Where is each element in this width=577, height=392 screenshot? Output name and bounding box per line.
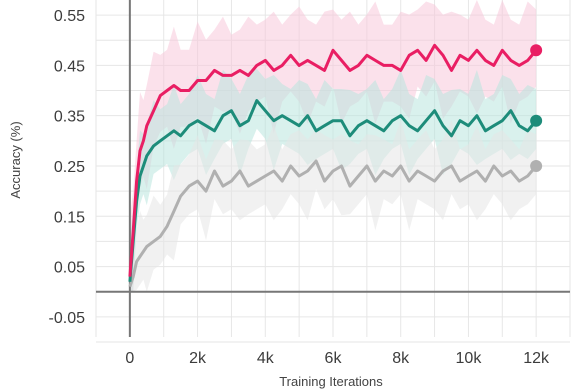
series-endpoint	[530, 114, 543, 127]
y-tick-label: 0.25	[54, 159, 85, 176]
variance-band	[129, 68, 537, 292]
y-tick-label: 0.15	[54, 209, 85, 226]
y-tick-label: 0.35	[54, 109, 85, 126]
y-tick-labels: -0.05 0.05 0.15 0.25 0.35 0.45 0.55	[49, 8, 86, 327]
x-tick-label: 10k	[456, 350, 483, 367]
y-tick-label: 0.55	[54, 8, 85, 25]
variance-bands	[129, 0, 537, 292]
variance-band	[129, 0, 537, 292]
series-line	[128, 99, 538, 282]
x-tick-label: 4k	[257, 350, 275, 367]
series-endpoint	[530, 159, 543, 172]
y-tick-label: 0.45	[54, 58, 85, 75]
y-axis-label: Accuracy (%)	[8, 121, 23, 198]
x-tick-label: 8k	[392, 350, 410, 367]
y-tick-label: -0.05	[49, 310, 86, 327]
series-lines	[128, 43, 538, 288]
x-tick-label: 0	[125, 350, 134, 367]
series-line	[128, 43, 538, 277]
x-tick-label: 6k	[325, 350, 343, 367]
series-endpoint	[530, 44, 543, 57]
series-line	[128, 159, 538, 288]
series-endpoints	[530, 44, 543, 172]
x-tick-label: 12k	[523, 350, 550, 367]
variance-band	[129, 120, 537, 292]
x-tick-labels: 0 2k 4k 6k 8k 10k 12k	[125, 350, 550, 367]
x-tick-label: 2k	[189, 350, 207, 367]
x-axis-label: Training Iterations	[279, 374, 383, 389]
y-tick-label: 0.05	[54, 260, 85, 277]
